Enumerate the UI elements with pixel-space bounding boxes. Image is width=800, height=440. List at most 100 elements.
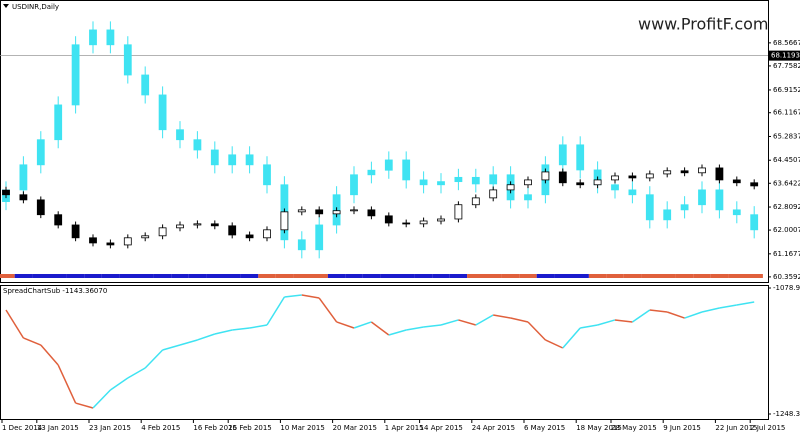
candle-body: [715, 189, 724, 211]
candle-body: [280, 211, 289, 231]
watermark: www.ProfitF.com: [638, 15, 769, 34]
spread-line-segment: [336, 321, 355, 329]
candle-body: [715, 167, 724, 181]
signal-marker: [623, 274, 642, 278]
candle-body: [141, 235, 150, 239]
candle-body: [645, 173, 654, 179]
main-pane: [0, 0, 769, 283]
signal-marker: [693, 274, 711, 278]
candle-body: [315, 209, 324, 215]
spread-line-segment: [197, 333, 216, 341]
candle-body: [437, 181, 445, 186]
candle-body: [54, 214, 63, 226]
signal-marker: [554, 274, 572, 278]
sub-pane: [0, 285, 769, 420]
spread-line-segment: [23, 337, 42, 346]
x-tick-label: 28 May 2015: [611, 424, 657, 432]
signal-marker: [432, 274, 450, 278]
signal-marker: [275, 274, 294, 278]
signal-marker: [119, 274, 137, 278]
candle-body: [315, 224, 324, 251]
candle-body: [210, 149, 219, 166]
spread-line-segment: [614, 319, 633, 323]
spread-line-segment: [423, 324, 442, 328]
chart-title: USDINR,Daily: [12, 3, 59, 11]
spread-line-segment: [631, 309, 651, 323]
y-tick-label: 66.9152: [773, 86, 800, 94]
candle-body: [384, 215, 393, 224]
candle-body: [141, 74, 150, 96]
signal-marker: [728, 274, 746, 278]
spread-line-segment: [144, 349, 164, 369]
x-tick-label: 13 Jan 2015: [37, 424, 79, 432]
candle-body: [193, 223, 202, 226]
y-tick-label: 66.1167: [773, 109, 800, 117]
spread-line-segment: [370, 321, 390, 336]
candle-body: [663, 209, 672, 221]
spread-line-segment: [179, 339, 198, 346]
candle-body: [680, 204, 689, 211]
y-tick-label: 68.5667: [773, 39, 800, 47]
spread-line-segment: [684, 311, 703, 319]
signal-marker: [484, 274, 502, 278]
candle-body: [106, 29, 115, 46]
candle-body: [245, 154, 254, 166]
candle-body: [71, 44, 80, 106]
candle-body: [210, 223, 219, 227]
spread-line-segment: [92, 389, 111, 409]
menu-arrow: [3, 4, 9, 8]
spread-line-segment: [214, 329, 233, 335]
candle-body: [228, 154, 237, 166]
candle-body: [611, 175, 619, 181]
spread-line-segment: [666, 311, 685, 319]
signal-marker: [362, 274, 381, 278]
signal-marker: [14, 274, 33, 278]
candle-body: [36, 199, 45, 216]
signal-marker: [223, 274, 241, 278]
candle-body: [524, 194, 532, 201]
spread-line-segment: [353, 321, 372, 329]
signal-marker: [380, 274, 398, 278]
candle-body: [297, 209, 306, 213]
spread-line-segment: [57, 364, 77, 404]
x-tick-label: 1 Dec 2014: [2, 424, 43, 432]
candle-body: [628, 175, 637, 179]
candle-body: [297, 239, 306, 251]
y-tick-label: 64.4507: [773, 156, 800, 164]
candle-body: [541, 171, 550, 181]
spread-line-segment: [493, 314, 511, 319]
spread-line-segment: [510, 317, 529, 323]
signal-marker: [606, 274, 624, 278]
signal-marker: [171, 274, 189, 278]
y-tick-label: 60.3592: [773, 273, 800, 281]
candle-body: [402, 222, 411, 225]
signal-marker: [258, 274, 276, 278]
candle-body: [558, 144, 567, 166]
x-tick-label: 14 Apr 2015: [420, 424, 463, 432]
signal-marker: [327, 274, 346, 278]
x-tick-label: 20 Mar 2015: [333, 424, 377, 432]
x-tick-label: 2 Jul 2015: [750, 424, 785, 432]
spread-line-segment: [440, 319, 459, 326]
candle-body: [263, 164, 271, 186]
signal-marker: [571, 274, 589, 278]
signal-marker: [588, 274, 607, 278]
signal-marker: [0, 274, 15, 278]
candle-body: [350, 209, 358, 212]
candle-body: [489, 189, 498, 199]
signal-marker: [293, 274, 311, 278]
candle-body: [263, 229, 271, 239]
candle-body: [106, 242, 115, 246]
candle-body: [176, 129, 184, 141]
candle-body: [680, 170, 689, 174]
signal-marker: [675, 274, 694, 278]
y-tick-label: -1078.92: [773, 284, 800, 292]
signal-marker: [501, 274, 520, 278]
candle-body: [176, 224, 184, 229]
candle-body: [123, 237, 132, 246]
spread-line-segment: [127, 367, 146, 379]
spread-line-segment: [232, 327, 250, 331]
candle-body: [750, 214, 759, 231]
